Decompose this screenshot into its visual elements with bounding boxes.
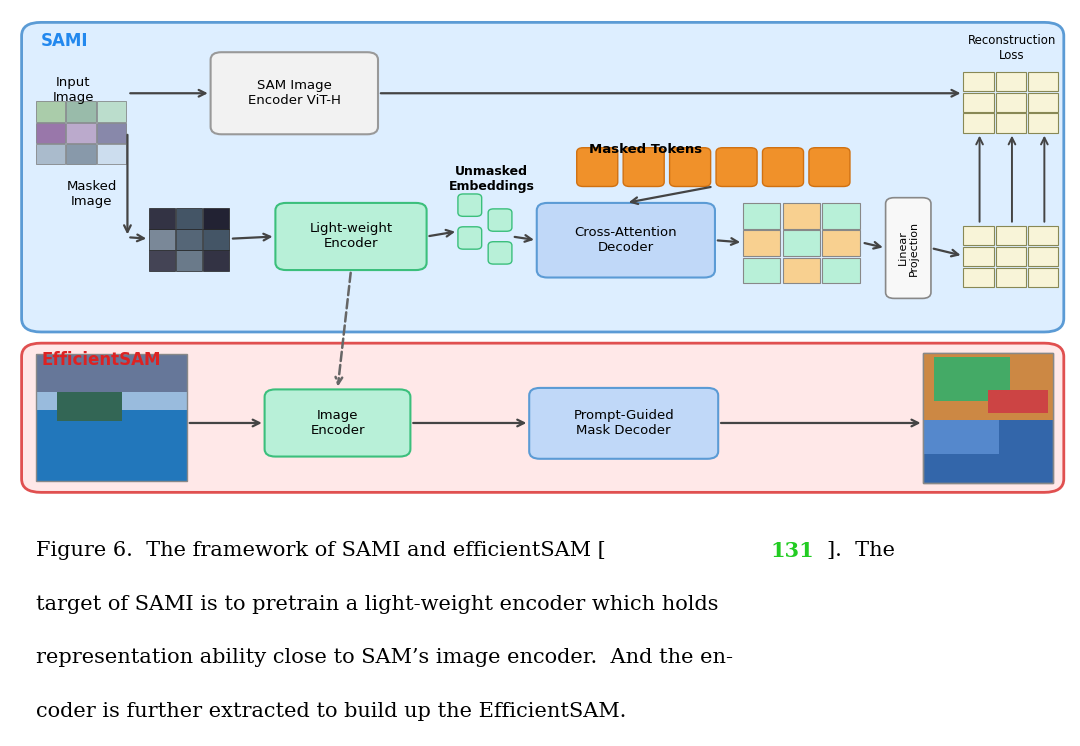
FancyBboxPatch shape bbox=[66, 144, 96, 164]
Text: representation ability close to SAM’s image encoder.  And the en-: representation ability close to SAM’s im… bbox=[36, 648, 732, 667]
Text: coder is further extracted to build up the EfficientSAM.: coder is further extracted to build up t… bbox=[36, 702, 626, 721]
Text: SAMI: SAMI bbox=[41, 32, 89, 50]
FancyBboxPatch shape bbox=[809, 148, 850, 186]
FancyBboxPatch shape bbox=[783, 257, 820, 283]
FancyBboxPatch shape bbox=[57, 392, 122, 421]
FancyBboxPatch shape bbox=[743, 203, 781, 229]
FancyBboxPatch shape bbox=[176, 208, 202, 228]
FancyBboxPatch shape bbox=[149, 251, 175, 271]
FancyBboxPatch shape bbox=[458, 227, 482, 249]
FancyBboxPatch shape bbox=[923, 353, 1053, 420]
Text: Masked Tokens: Masked Tokens bbox=[590, 142, 702, 156]
Text: Linear
Projection: Linear Projection bbox=[897, 221, 919, 275]
FancyBboxPatch shape bbox=[203, 229, 229, 250]
FancyBboxPatch shape bbox=[203, 251, 229, 271]
FancyBboxPatch shape bbox=[458, 194, 482, 216]
FancyBboxPatch shape bbox=[762, 148, 804, 186]
FancyBboxPatch shape bbox=[36, 354, 187, 392]
FancyBboxPatch shape bbox=[783, 231, 820, 256]
FancyBboxPatch shape bbox=[176, 251, 202, 271]
FancyBboxPatch shape bbox=[66, 122, 96, 143]
Text: Figure 6.  The framework of SAMI and efficientSAM [: Figure 6. The framework of SAMI and effi… bbox=[36, 541, 606, 560]
FancyBboxPatch shape bbox=[529, 388, 718, 459]
FancyBboxPatch shape bbox=[203, 208, 229, 228]
FancyBboxPatch shape bbox=[36, 354, 187, 410]
FancyBboxPatch shape bbox=[149, 229, 175, 250]
Text: Masked
Image: Masked Image bbox=[67, 180, 117, 208]
FancyBboxPatch shape bbox=[822, 203, 860, 229]
FancyBboxPatch shape bbox=[66, 101, 96, 122]
FancyBboxPatch shape bbox=[963, 93, 994, 112]
FancyBboxPatch shape bbox=[22, 22, 1064, 332]
FancyBboxPatch shape bbox=[996, 72, 1026, 91]
FancyBboxPatch shape bbox=[963, 113, 994, 133]
FancyBboxPatch shape bbox=[211, 52, 378, 134]
FancyBboxPatch shape bbox=[537, 203, 715, 278]
FancyBboxPatch shape bbox=[963, 268, 994, 287]
Text: EfficientSAM: EfficientSAM bbox=[41, 351, 161, 369]
FancyBboxPatch shape bbox=[97, 144, 126, 164]
FancyBboxPatch shape bbox=[783, 203, 820, 229]
FancyBboxPatch shape bbox=[1028, 72, 1058, 91]
FancyBboxPatch shape bbox=[275, 203, 427, 270]
Text: ].  The: ]. The bbox=[827, 541, 895, 560]
FancyBboxPatch shape bbox=[36, 410, 187, 481]
FancyBboxPatch shape bbox=[996, 113, 1026, 133]
FancyBboxPatch shape bbox=[743, 257, 781, 283]
Text: Unmasked
Embeddings: Unmasked Embeddings bbox=[448, 165, 535, 193]
FancyBboxPatch shape bbox=[1028, 226, 1058, 245]
FancyBboxPatch shape bbox=[934, 357, 1010, 401]
FancyBboxPatch shape bbox=[886, 198, 931, 298]
FancyBboxPatch shape bbox=[488, 242, 512, 264]
FancyBboxPatch shape bbox=[1028, 113, 1058, 133]
FancyBboxPatch shape bbox=[36, 101, 65, 122]
FancyBboxPatch shape bbox=[1028, 268, 1058, 287]
FancyBboxPatch shape bbox=[996, 93, 1026, 112]
FancyBboxPatch shape bbox=[963, 226, 994, 245]
Text: target of SAMI is to pretrain a light-weight encoder which holds: target of SAMI is to pretrain a light-we… bbox=[36, 595, 718, 613]
Text: 131: 131 bbox=[771, 541, 814, 561]
FancyBboxPatch shape bbox=[36, 144, 65, 164]
FancyBboxPatch shape bbox=[97, 101, 126, 122]
FancyBboxPatch shape bbox=[923, 353, 1053, 483]
FancyBboxPatch shape bbox=[36, 122, 65, 143]
Text: Input
Image: Input Image bbox=[53, 75, 94, 104]
Text: Reconstruction
Loss: Reconstruction Loss bbox=[968, 34, 1056, 62]
FancyBboxPatch shape bbox=[963, 247, 994, 266]
FancyBboxPatch shape bbox=[822, 257, 860, 283]
Text: Cross-Attention
Decoder: Cross-Attention Decoder bbox=[575, 226, 677, 254]
FancyBboxPatch shape bbox=[670, 148, 711, 186]
FancyBboxPatch shape bbox=[97, 122, 126, 143]
FancyBboxPatch shape bbox=[716, 148, 757, 186]
FancyBboxPatch shape bbox=[923, 420, 999, 454]
FancyBboxPatch shape bbox=[577, 148, 618, 186]
FancyBboxPatch shape bbox=[822, 231, 860, 256]
FancyBboxPatch shape bbox=[623, 148, 664, 186]
FancyBboxPatch shape bbox=[996, 226, 1026, 245]
FancyBboxPatch shape bbox=[988, 390, 1048, 413]
FancyBboxPatch shape bbox=[1028, 93, 1058, 112]
Text: SAM Image
Encoder ViT-H: SAM Image Encoder ViT-H bbox=[248, 79, 340, 107]
Text: Prompt-Guided
Mask Decoder: Prompt-Guided Mask Decoder bbox=[573, 410, 674, 437]
FancyBboxPatch shape bbox=[743, 231, 781, 256]
FancyBboxPatch shape bbox=[1028, 247, 1058, 266]
Text: Light-weight
Encoder: Light-weight Encoder bbox=[310, 222, 392, 251]
FancyBboxPatch shape bbox=[22, 343, 1064, 492]
FancyBboxPatch shape bbox=[963, 72, 994, 91]
FancyBboxPatch shape bbox=[488, 209, 512, 231]
FancyBboxPatch shape bbox=[996, 268, 1026, 287]
FancyBboxPatch shape bbox=[176, 229, 202, 250]
FancyBboxPatch shape bbox=[149, 208, 175, 228]
Text: Image
Encoder: Image Encoder bbox=[310, 409, 365, 437]
FancyBboxPatch shape bbox=[996, 247, 1026, 266]
FancyBboxPatch shape bbox=[265, 389, 410, 457]
